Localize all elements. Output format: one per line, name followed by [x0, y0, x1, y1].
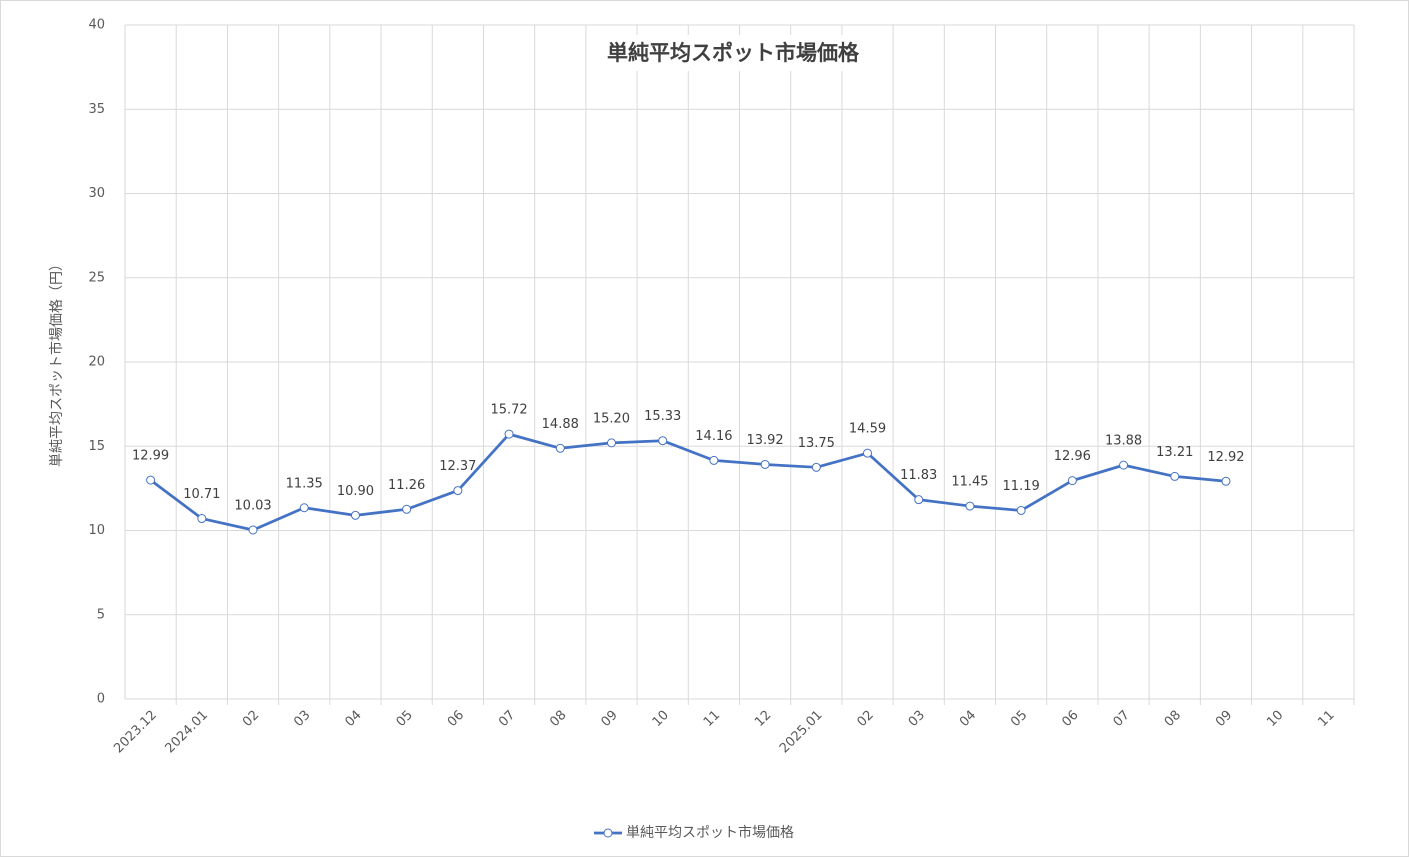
title-bg [597, 35, 870, 71]
data-point [1016, 505, 1026, 515]
legend-marker [603, 828, 613, 838]
data-point [453, 486, 463, 496]
data-point [350, 510, 360, 520]
data-point [606, 438, 616, 448]
data-point [658, 436, 668, 446]
y-tick-label: 35 [88, 102, 105, 117]
data-point [1221, 476, 1231, 486]
y-tick-label: 25 [88, 270, 105, 285]
data-label: 11.35 [286, 476, 323, 491]
data-point [709, 455, 719, 465]
data-label: 12.96 [1054, 449, 1091, 464]
data-label: 11.26 [388, 478, 425, 493]
data-point [146, 475, 156, 485]
data-label: 13.75 [798, 436, 835, 451]
data-point [965, 501, 975, 511]
data-label: 11.83 [900, 468, 937, 483]
series-line [149, 432, 1227, 532]
data-label: 13.21 [1156, 445, 1193, 460]
data-label: 15.20 [593, 411, 630, 426]
legend-label: 単純平均スポット市場価格 [626, 824, 794, 841]
data-point [811, 462, 821, 472]
data-point [504, 429, 514, 439]
data-point [914, 495, 924, 505]
y-axis-label: 単純平均スポット市場価格（円） [48, 257, 65, 467]
data-label: 12.92 [1207, 450, 1244, 465]
y-tick-label: 20 [88, 355, 105, 370]
y-tick-label: 30 [88, 186, 105, 201]
data-label: 11.45 [951, 475, 988, 490]
data-label: 10.90 [337, 484, 374, 499]
data-point [248, 525, 258, 535]
data-label: 12.37 [439, 459, 476, 474]
data-label: 10.03 [234, 498, 271, 513]
y-tick-label: 40 [88, 18, 105, 33]
data-label: 14.16 [695, 429, 732, 444]
y-tick-label: 5 [97, 607, 105, 622]
y-tick-label: 10 [88, 523, 105, 538]
data-label: 15.72 [490, 403, 527, 418]
data-point [402, 504, 412, 514]
data-label: 13.92 [746, 433, 783, 448]
data-point [1170, 471, 1180, 481]
data-point [1067, 476, 1077, 486]
data-label: 12.99 [132, 449, 169, 464]
data-label: 13.88 [1105, 434, 1142, 449]
data-label: 11.19 [1003, 479, 1040, 494]
data-label: 14.59 [849, 422, 886, 437]
y-tick-label: 0 [97, 692, 105, 707]
data-point [760, 459, 770, 469]
data-point [197, 514, 207, 524]
data-point [863, 448, 873, 458]
chart-title: 単純平均スポット市場価格 [607, 41, 860, 65]
data-point [1119, 460, 1129, 470]
data-point [555, 443, 565, 453]
y-tick-label: 15 [88, 439, 105, 454]
data-label: 14.88 [542, 417, 579, 432]
data-label: 10.71 [183, 487, 220, 502]
data-point [299, 503, 309, 513]
data-label: 15.33 [644, 409, 681, 424]
